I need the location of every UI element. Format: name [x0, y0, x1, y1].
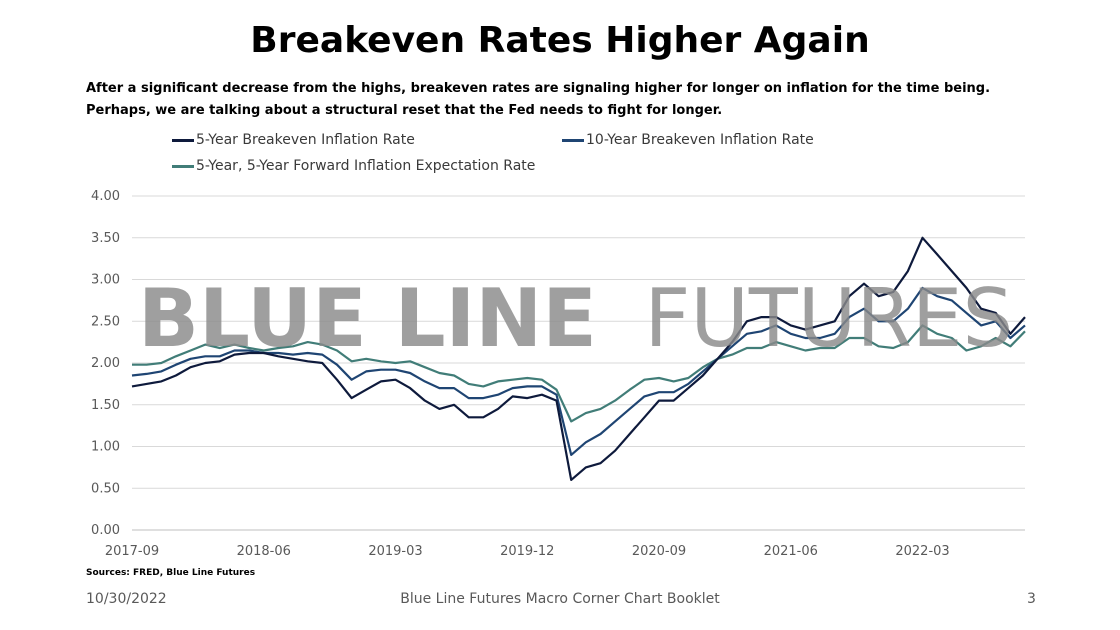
x-tick-label: 2019-03	[368, 544, 422, 559]
legend-swatch-5y-breakeven	[172, 138, 194, 142]
series-10y-breakeven-line	[131, 286, 1026, 456]
y-tick-label: 3.50	[91, 231, 120, 246]
slide-subtitle: After a significant decrease from the hi…	[86, 81, 991, 118]
y-tick-label: 3.00	[91, 273, 120, 288]
footer-booklet-title: Blue Line Futures Macro Corner Chart Boo…	[400, 591, 720, 607]
legend-item-5y5y-forward: 5-Year, 5-Year Forward Inflation Expecta…	[172, 158, 535, 174]
y-tick-label: 1.00	[91, 440, 120, 455]
y-axis-ticks: 0.00 0.50 1.00 1.50 2.00 2.50 3.00 3.50 4.00	[91, 189, 120, 538]
chart-source: Sources: FRED, Blue Line Futures	[86, 568, 256, 578]
series-5y-breakeven-line	[131, 236, 1026, 481]
x-tick-label: 2019-12	[500, 544, 554, 559]
watermark: BLUE LINE FUTURES	[138, 272, 1013, 365]
x-tick-label: 2021-06	[764, 544, 818, 559]
legend-item-10y-breakeven: 10-Year Breakeven Inflation Rate	[562, 132, 814, 148]
legend-label-10y-breakeven: 10-Year Breakeven Inflation Rate	[586, 132, 814, 148]
legend-item-5y-breakeven: 5-Year Breakeven Inflation Rate	[172, 132, 415, 148]
legend-swatch-10y-breakeven	[562, 138, 584, 142]
watermark-light: FUTURES	[644, 272, 1013, 365]
y-tick-label: 2.00	[91, 356, 120, 371]
footer-page-number: 3	[1027, 591, 1036, 607]
x-tick-label: 2020-09	[632, 544, 686, 559]
series-5y5y-forward-line	[132, 324, 1026, 423]
y-tick-label: 0.00	[91, 523, 120, 538]
legend-label-5y5y-forward: 5-Year, 5-Year Forward Inflation Expecta…	[196, 158, 536, 174]
y-tick-label: 0.50	[91, 481, 120, 496]
y-tick-label: 2.50	[91, 314, 120, 329]
legend-swatch-5y5y-forward	[172, 164, 194, 168]
y-tick-label: 1.50	[91, 398, 120, 413]
legend-label-5y-breakeven: 5-Year Breakeven Inflation Rate	[196, 132, 415, 148]
slide-title: Breakeven Rates Higher Again	[250, 20, 870, 61]
y-tick-label: 4.00	[91, 189, 120, 204]
x-tick-label: 2018-06	[237, 544, 291, 559]
chart-gridlines	[132, 195, 1025, 531]
watermark-bold: BLUE LINE	[138, 272, 597, 365]
footer-date: 10/30/2022	[86, 591, 167, 607]
x-tick-label: 2022-03	[895, 544, 949, 559]
chart-series-lines	[131, 236, 1026, 481]
x-axis-ticks: 2017-09 2018-06 2019-03 2019-12 2020-09 2021-…	[105, 544, 950, 559]
x-tick-label: 2017-09	[105, 544, 159, 559]
